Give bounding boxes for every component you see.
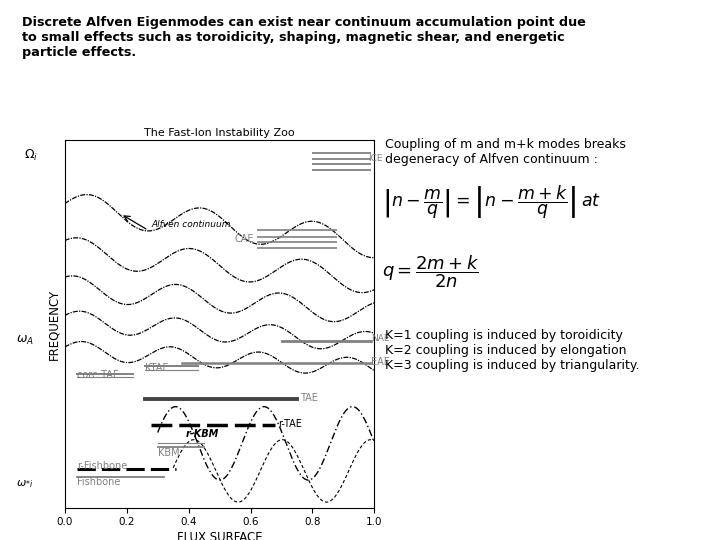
Text: core TAE: core TAE bbox=[77, 370, 120, 380]
Text: r-KBM: r-KBM bbox=[186, 429, 219, 439]
Text: NAE: NAE bbox=[372, 334, 390, 343]
Text: KBM: KBM bbox=[158, 448, 179, 457]
Text: Fishbone: Fishbone bbox=[77, 477, 120, 487]
Text: Alfven continuum: Alfven continuum bbox=[151, 220, 231, 228]
Text: TAE: TAE bbox=[300, 393, 318, 403]
Text: CAE: CAE bbox=[234, 234, 253, 244]
Text: $\Omega_i$: $\Omega_i$ bbox=[24, 147, 37, 163]
X-axis label: FLUX SURFACE: FLUX SURFACE bbox=[177, 531, 262, 540]
Text: KTAE: KTAE bbox=[145, 363, 168, 373]
Y-axis label: FREQUENCY: FREQUENCY bbox=[48, 288, 60, 360]
Text: $\left|n-\dfrac{m}{q}\right|=\left|n-\dfrac{m+k}{q}\right|\,at$: $\left|n-\dfrac{m}{q}\right|=\left|n-\df… bbox=[382, 184, 601, 221]
Text: $q=\dfrac{2m+k}{2n}$: $q=\dfrac{2m+k}{2n}$ bbox=[382, 254, 479, 291]
Text: K=1 coupling is induced by toroidicity
K=2 coupling is induced by elongation
K=3: K=1 coupling is induced by toroidicity K… bbox=[385, 329, 639, 373]
Title: The Fast-Ion Instability Zoo: The Fast-Ion Instability Zoo bbox=[144, 128, 295, 138]
Text: r-Fishbone: r-Fishbone bbox=[77, 462, 127, 471]
Text: Discrete Alfven Eigenmodes can exist near continuum accumulation point due
to sm: Discrete Alfven Eigenmodes can exist nea… bbox=[22, 16, 585, 59]
Text: EAE: EAE bbox=[372, 357, 390, 367]
Text: Coupling of m and m+k modes breaks
degeneracy of Alfven continuum :: Coupling of m and m+k modes breaks degen… bbox=[385, 138, 626, 166]
Text: $\omega_A$: $\omega_A$ bbox=[16, 334, 34, 347]
Text: r-TAE: r-TAE bbox=[279, 419, 302, 429]
Text: $\omega_{*i}$: $\omega_{*i}$ bbox=[16, 478, 33, 490]
Text: ICE: ICE bbox=[368, 154, 383, 163]
